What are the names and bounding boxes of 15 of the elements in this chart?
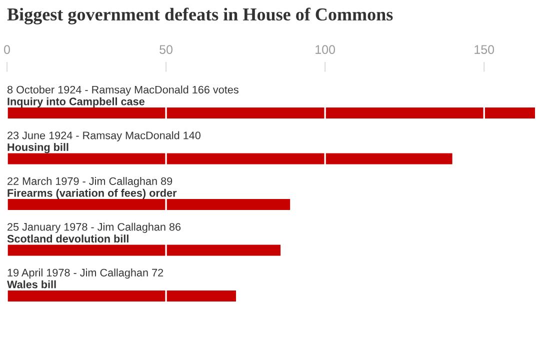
x-tick-label: 150 — [474, 45, 494, 54]
bar — [7, 199, 290, 210]
y-tick-label: 19 April 1978 - Jim Callaghan 72 Wales bill — [7, 268, 164, 288]
y-tick-label: 23 June 1924 - Ramsay MacDonald 140 Housing bill — [8, 131, 200, 154]
x-tick-label: 50 — [160, 45, 172, 54]
chart-title: Biggest government defeats in House of Commons — [7, 8, 393, 24]
y-tick-label: 22 March 1979 - Jim Callaghan 89 Firearms (variation of fees) order — [8, 177, 177, 199]
bar — [7, 290, 236, 302]
x-tick-label: 0 — [4, 45, 10, 54]
x-tick-label: 100 — [316, 45, 336, 54]
bar — [7, 244, 281, 256]
y-tick-label: 8 October 1924 - Ramsay MacDonald 166 votes Inquiry into Campbell case — [7, 86, 238, 108]
y-tick-label: 25 January 1978 - Jim Callaghan 86 Scotland devolution bill — [7, 222, 181, 243]
bar — [7, 153, 452, 164]
bar — [7, 108, 535, 118]
